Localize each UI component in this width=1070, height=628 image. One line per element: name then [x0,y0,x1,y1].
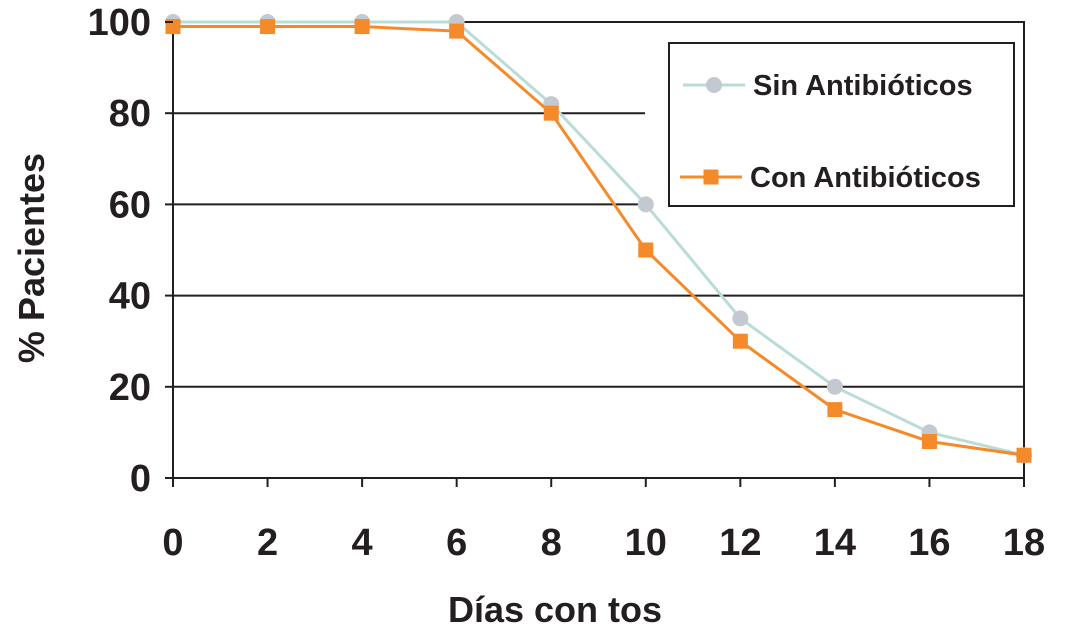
legend-marker [703,169,719,185]
data-point [921,434,937,450]
y-tick-label: 80 [109,93,151,135]
y-tick-label: 0 [130,458,151,500]
x-tick-label: 18 [1003,522,1045,564]
data-point [354,19,370,35]
data-point [1016,447,1032,463]
legend-item-2: Con Antibióticos [680,162,981,194]
x-axis-title: Días con tos [448,589,662,628]
data-point [732,333,748,349]
plot-area-frame [172,21,1025,479]
legend-box [668,42,1015,207]
y-tick-label: 20 [109,367,151,409]
data-point [638,242,654,258]
legend-item-1: Sin Antibióticos [683,70,973,102]
x-tick-label: 8 [541,522,562,564]
x-axis-ticks: 0 2 4 6 8 10 12 14 16 18 [162,478,1045,564]
data-point [637,196,654,213]
x-tick-label: 10 [625,522,667,564]
x-tick-label: 0 [162,522,183,564]
data-point [449,23,465,39]
x-tick-label: 2 [257,522,278,564]
legend-label: Con Antibióticos [750,162,981,194]
legend: Sin Antibióticos Con Antibióticos [668,42,1015,207]
y-axis-ticks: 0 20 40 60 80 100 [88,2,173,500]
grid-lines [173,112,1024,388]
data-point [827,402,843,418]
x-tick-label: 16 [908,522,950,564]
data-point [732,310,749,327]
y-tick-label: 100 [88,2,151,44]
legend-label: Sin Antibióticos [753,70,973,102]
x-tick-label: 4 [352,522,373,564]
y-axis-title: % Pacientes [11,153,52,363]
x-tick-label: 14 [814,522,856,564]
series-layer [165,14,1032,464]
data-point [826,378,843,395]
legend-marker [706,77,722,93]
series-line [173,20,1025,457]
x-tick-label: 6 [446,522,467,564]
y-tick-label: 60 [109,184,151,226]
x-tick-label: 12 [719,522,761,564]
data-point [543,105,559,121]
y-tick-label: 40 [109,276,151,318]
data-point [260,19,276,35]
series-line [173,25,1025,457]
